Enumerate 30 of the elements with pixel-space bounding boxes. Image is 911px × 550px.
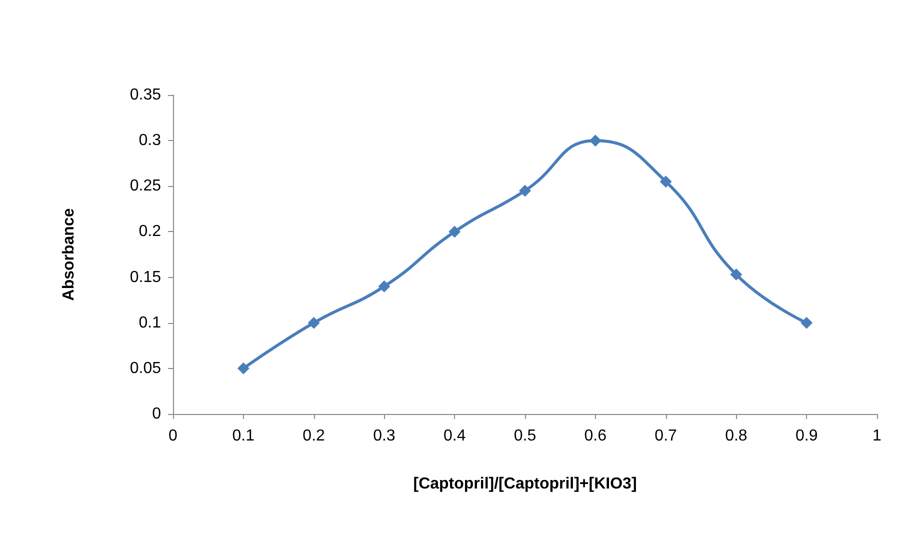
x-tick-label: 0.1 <box>232 428 255 444</box>
point <box>378 280 390 292</box>
point <box>589 134 602 147</box>
x-tick-label: 0.7 <box>654 428 678 444</box>
y-tick-label: 0.15 <box>130 268 162 286</box>
y-tick-label: 0.1 <box>138 314 162 332</box>
x-tick-label: 0.2 <box>302 428 326 444</box>
y-axis-title: Absorbance <box>60 208 78 301</box>
x-axis-title: [Captopril]/[Captopril]+[KIO3] <box>413 476 637 492</box>
x-tick-label: 0.4 <box>443 428 466 444</box>
x-tick-label: 0.3 <box>373 428 396 444</box>
y-tick-label: 0.3 <box>138 132 162 150</box>
y-tick-label: 0.2 <box>138 223 162 240</box>
y-tick-label: 0.05 <box>130 360 162 377</box>
y-tick-label: 0.35 <box>130 86 162 104</box>
point <box>519 184 531 197</box>
x-tick-label: 0.9 <box>795 428 818 444</box>
y-tick-label: 0.25 <box>130 178 162 195</box>
point <box>448 226 461 238</box>
y-tick-label: 0 <box>152 406 162 422</box>
x-tick-label: 0 <box>168 428 178 444</box>
point <box>800 316 813 329</box>
x-tick-label: 1 <box>872 428 882 444</box>
point <box>308 316 320 329</box>
x-tick-label: 0.6 <box>584 428 607 444</box>
x-tick-label: 0.8 <box>725 428 748 444</box>
point <box>730 268 742 281</box>
x-tick-label: 0.5 <box>514 428 536 444</box>
point <box>660 176 672 188</box>
point <box>237 362 250 374</box>
